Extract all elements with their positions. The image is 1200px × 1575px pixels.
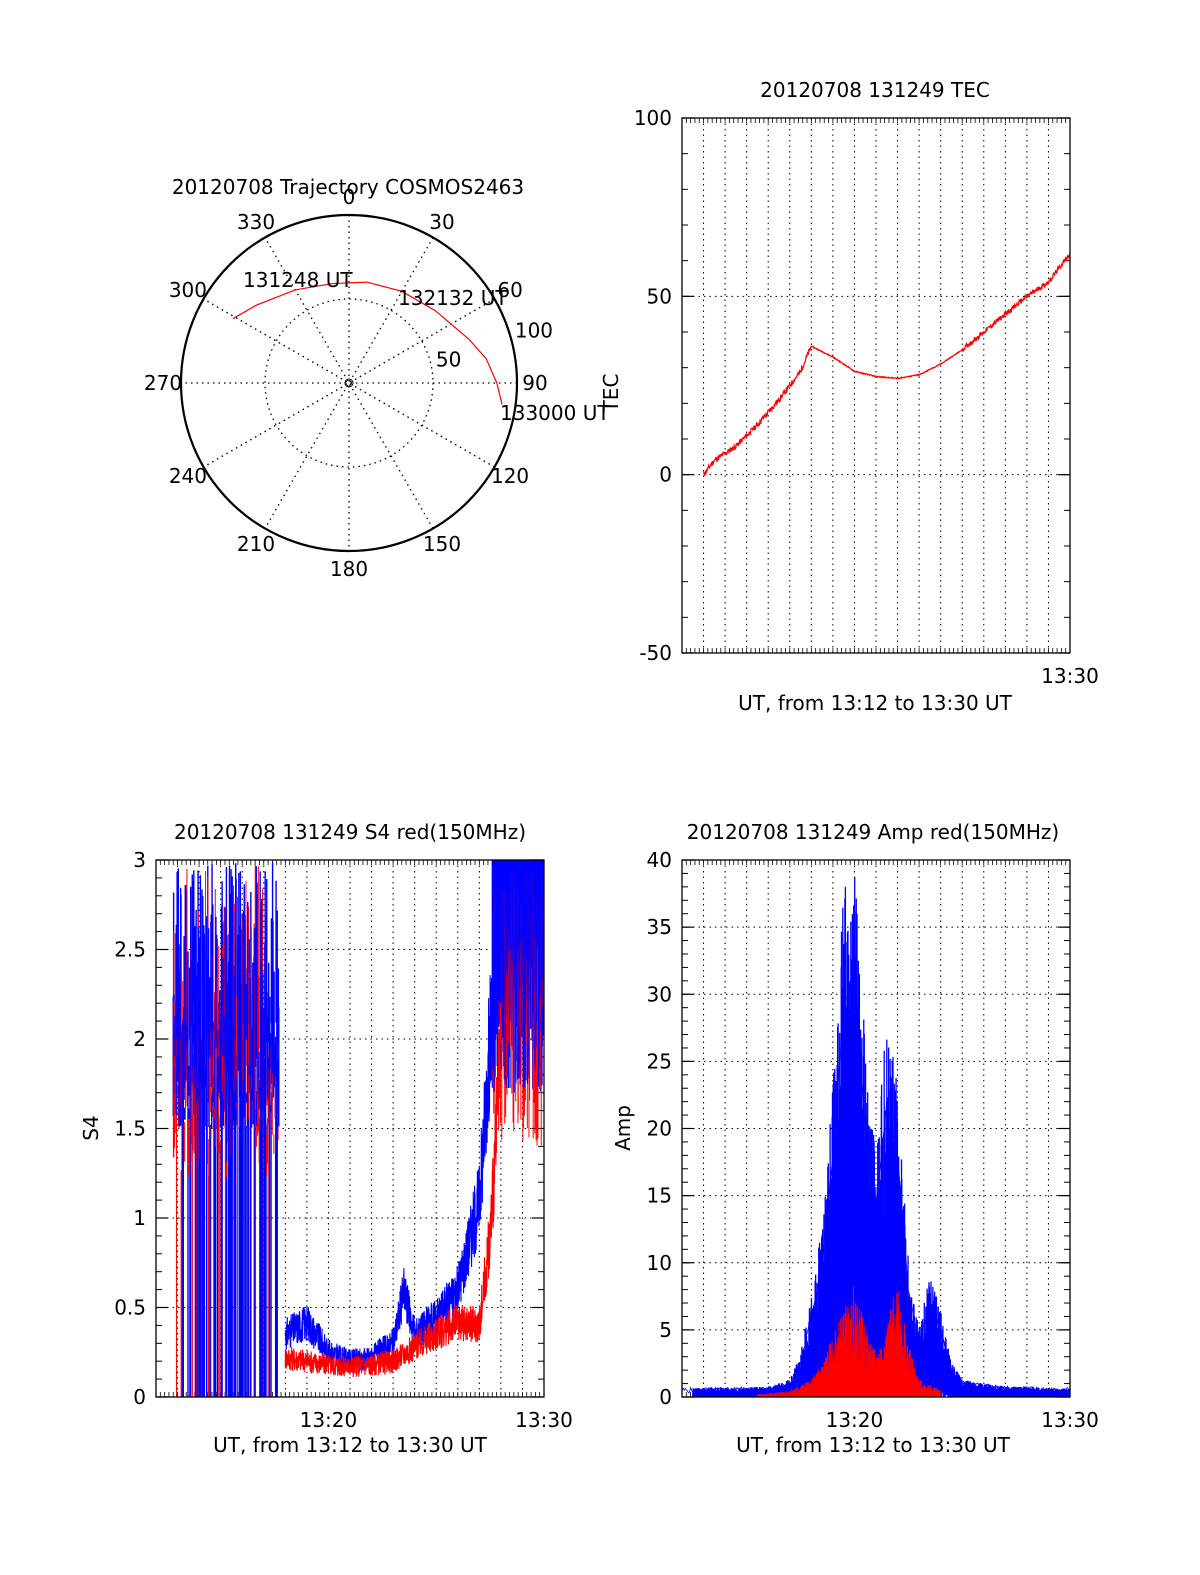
polar-radial-labels: 50 100 bbox=[436, 319, 553, 372]
tec-xlabel: UT, from 13:12 to 13:30 UT bbox=[738, 691, 1013, 715]
polar-radial-label: 100 bbox=[515, 319, 553, 343]
polar-angle-label: 270 bbox=[144, 371, 182, 395]
y-tick-label: 30 bbox=[647, 982, 672, 1006]
polar-angle-label: 240 bbox=[169, 464, 207, 488]
polar-angle-label: 180 bbox=[330, 557, 368, 581]
polar-spoke bbox=[203, 298, 495, 468]
polar-angle-label: 60 bbox=[497, 278, 522, 302]
tec-y-tick-labels: -50 0 50 100 bbox=[634, 106, 672, 665]
y-tick-label: 35 bbox=[647, 915, 672, 939]
polar-angle-label: 300 bbox=[169, 278, 207, 302]
amp-plot: 20120708 131249 Amp red(150MHz) 0 5 10 15 20… bbox=[611, 820, 1099, 1457]
y-tick-label: 1.5 bbox=[114, 1117, 146, 1141]
s4-frame bbox=[155, 859, 545, 1398]
s4-ylabel: S4 bbox=[79, 1115, 103, 1140]
amp-x-tick-labels: 13:20 13:30 bbox=[826, 1408, 1099, 1432]
y-tick-label: 3 bbox=[133, 848, 146, 872]
s4-blue-line bbox=[284, 859, 502, 1373]
x-tick-label: 13:20 bbox=[300, 1408, 358, 1432]
amp-noise bbox=[692, 876, 1071, 1397]
polar-angle-label: 150 bbox=[423, 532, 461, 556]
y-tick-label: 100 bbox=[634, 106, 672, 130]
polar-angle-label: 120 bbox=[491, 464, 529, 488]
y-tick-label: 0.5 bbox=[114, 1296, 146, 1320]
polar-angle-label: 330 bbox=[237, 210, 275, 234]
polar-angle-label: 210 bbox=[237, 532, 275, 556]
polar-grid bbox=[181, 215, 517, 551]
polar-angle-label: 0 bbox=[343, 185, 356, 209]
tec-series-line bbox=[703, 252, 1071, 477]
y-tick-label: 5 bbox=[659, 1318, 672, 1342]
polar-radial-circle bbox=[264, 298, 434, 468]
polar-outer-circle bbox=[179, 213, 519, 553]
polar-title: 20120708 Trajectory COSMOS2463 bbox=[172, 175, 524, 199]
s4-red-line bbox=[284, 1002, 502, 1378]
y-tick-label: 40 bbox=[647, 848, 672, 872]
s4-title: 20120708 131249 S4 red(150MHz) bbox=[174, 820, 526, 844]
s4-noise-spikes bbox=[172, 860, 545, 1397]
polar-spoke bbox=[203, 298, 495, 468]
polar-radial-label: 50 bbox=[436, 347, 461, 371]
s4-series bbox=[284, 859, 502, 1378]
polar-trajectory-plot: 20120708 Trajectory COSMOS2463 0 30 60 90 12… bbox=[144, 175, 610, 581]
y-tick-label: 20 bbox=[647, 1117, 672, 1141]
tec-series bbox=[703, 252, 1071, 477]
polar-center bbox=[344, 378, 354, 388]
amp-series bbox=[681, 964, 1070, 1394]
polar-spoke bbox=[264, 237, 434, 529]
x-tick-label: 13:30 bbox=[1041, 1408, 1099, 1432]
track-label-end: 133000 UT bbox=[500, 401, 610, 425]
tec-ylabel: TEC bbox=[599, 374, 623, 414]
x-tick-label: 13:30 bbox=[1041, 664, 1099, 688]
amp-ylabel: Amp bbox=[611, 1105, 635, 1151]
polar-spoke bbox=[264, 237, 434, 529]
s4-plot: 20120708 131249 S4 red(150MHz) 0 0.5 1 1.5 2… bbox=[79, 820, 573, 1457]
y-tick-label: 0 bbox=[133, 1385, 146, 1409]
amp-xlabel: UT, from 13:12 to 13:30 UT bbox=[736, 1433, 1011, 1457]
polar-angle-label: 90 bbox=[522, 371, 547, 395]
y-tick-label: 15 bbox=[647, 1184, 672, 1208]
tec-grid bbox=[682, 118, 1070, 653]
y-tick-label: 0 bbox=[659, 463, 672, 487]
tec-plot: 20120708 131249 TEC -50 0 50 100 13:30 UT, … bbox=[599, 78, 1099, 715]
y-tick-label: 50 bbox=[647, 284, 672, 308]
track-label-start: 131248 UT bbox=[243, 268, 353, 292]
amp-frame bbox=[681, 859, 1071, 1398]
y-tick-label: 10 bbox=[647, 1251, 672, 1275]
polar-angle-label: 30 bbox=[429, 210, 454, 234]
y-tick-label: -50 bbox=[639, 641, 672, 665]
tec-title: 20120708 131249 TEC bbox=[760, 78, 990, 102]
tec-frame bbox=[681, 117, 1071, 654]
s4-xlabel: UT, from 13:12 to 13:30 UT bbox=[213, 1433, 488, 1457]
s4-x-tick-labels: 13:20 13:30 bbox=[300, 1408, 573, 1432]
x-tick-label: 13:20 bbox=[826, 1408, 884, 1432]
amp-y-tick-labels: 0 5 10 15 20 25 30 35 40 bbox=[647, 848, 672, 1409]
y-tick-label: 2.5 bbox=[114, 938, 146, 962]
y-tick-label: 25 bbox=[647, 1049, 672, 1073]
y-tick-label: 1 bbox=[133, 1206, 146, 1230]
s4-y-tick-labels: 0 0.5 1 1.5 2 2.5 3 bbox=[114, 848, 146, 1409]
tec-x-tick-labels: 13:30 bbox=[1041, 664, 1099, 688]
amp-title: 20120708 131249 Amp red(150MHz) bbox=[687, 820, 1059, 844]
trajectory-track bbox=[232, 281, 503, 405]
track-label-mid: 132132 UT bbox=[398, 286, 508, 310]
polar-angle-labels: 0 30 60 90 120 150 180 210 240 270 300 330 bbox=[144, 185, 548, 581]
tec-minor-ticks bbox=[681, 117, 1071, 654]
y-tick-label: 0 bbox=[659, 1385, 672, 1409]
x-tick-label: 13:30 bbox=[515, 1408, 573, 1432]
amp-blue-line bbox=[681, 964, 1070, 1394]
y-tick-label: 2 bbox=[133, 1027, 146, 1051]
